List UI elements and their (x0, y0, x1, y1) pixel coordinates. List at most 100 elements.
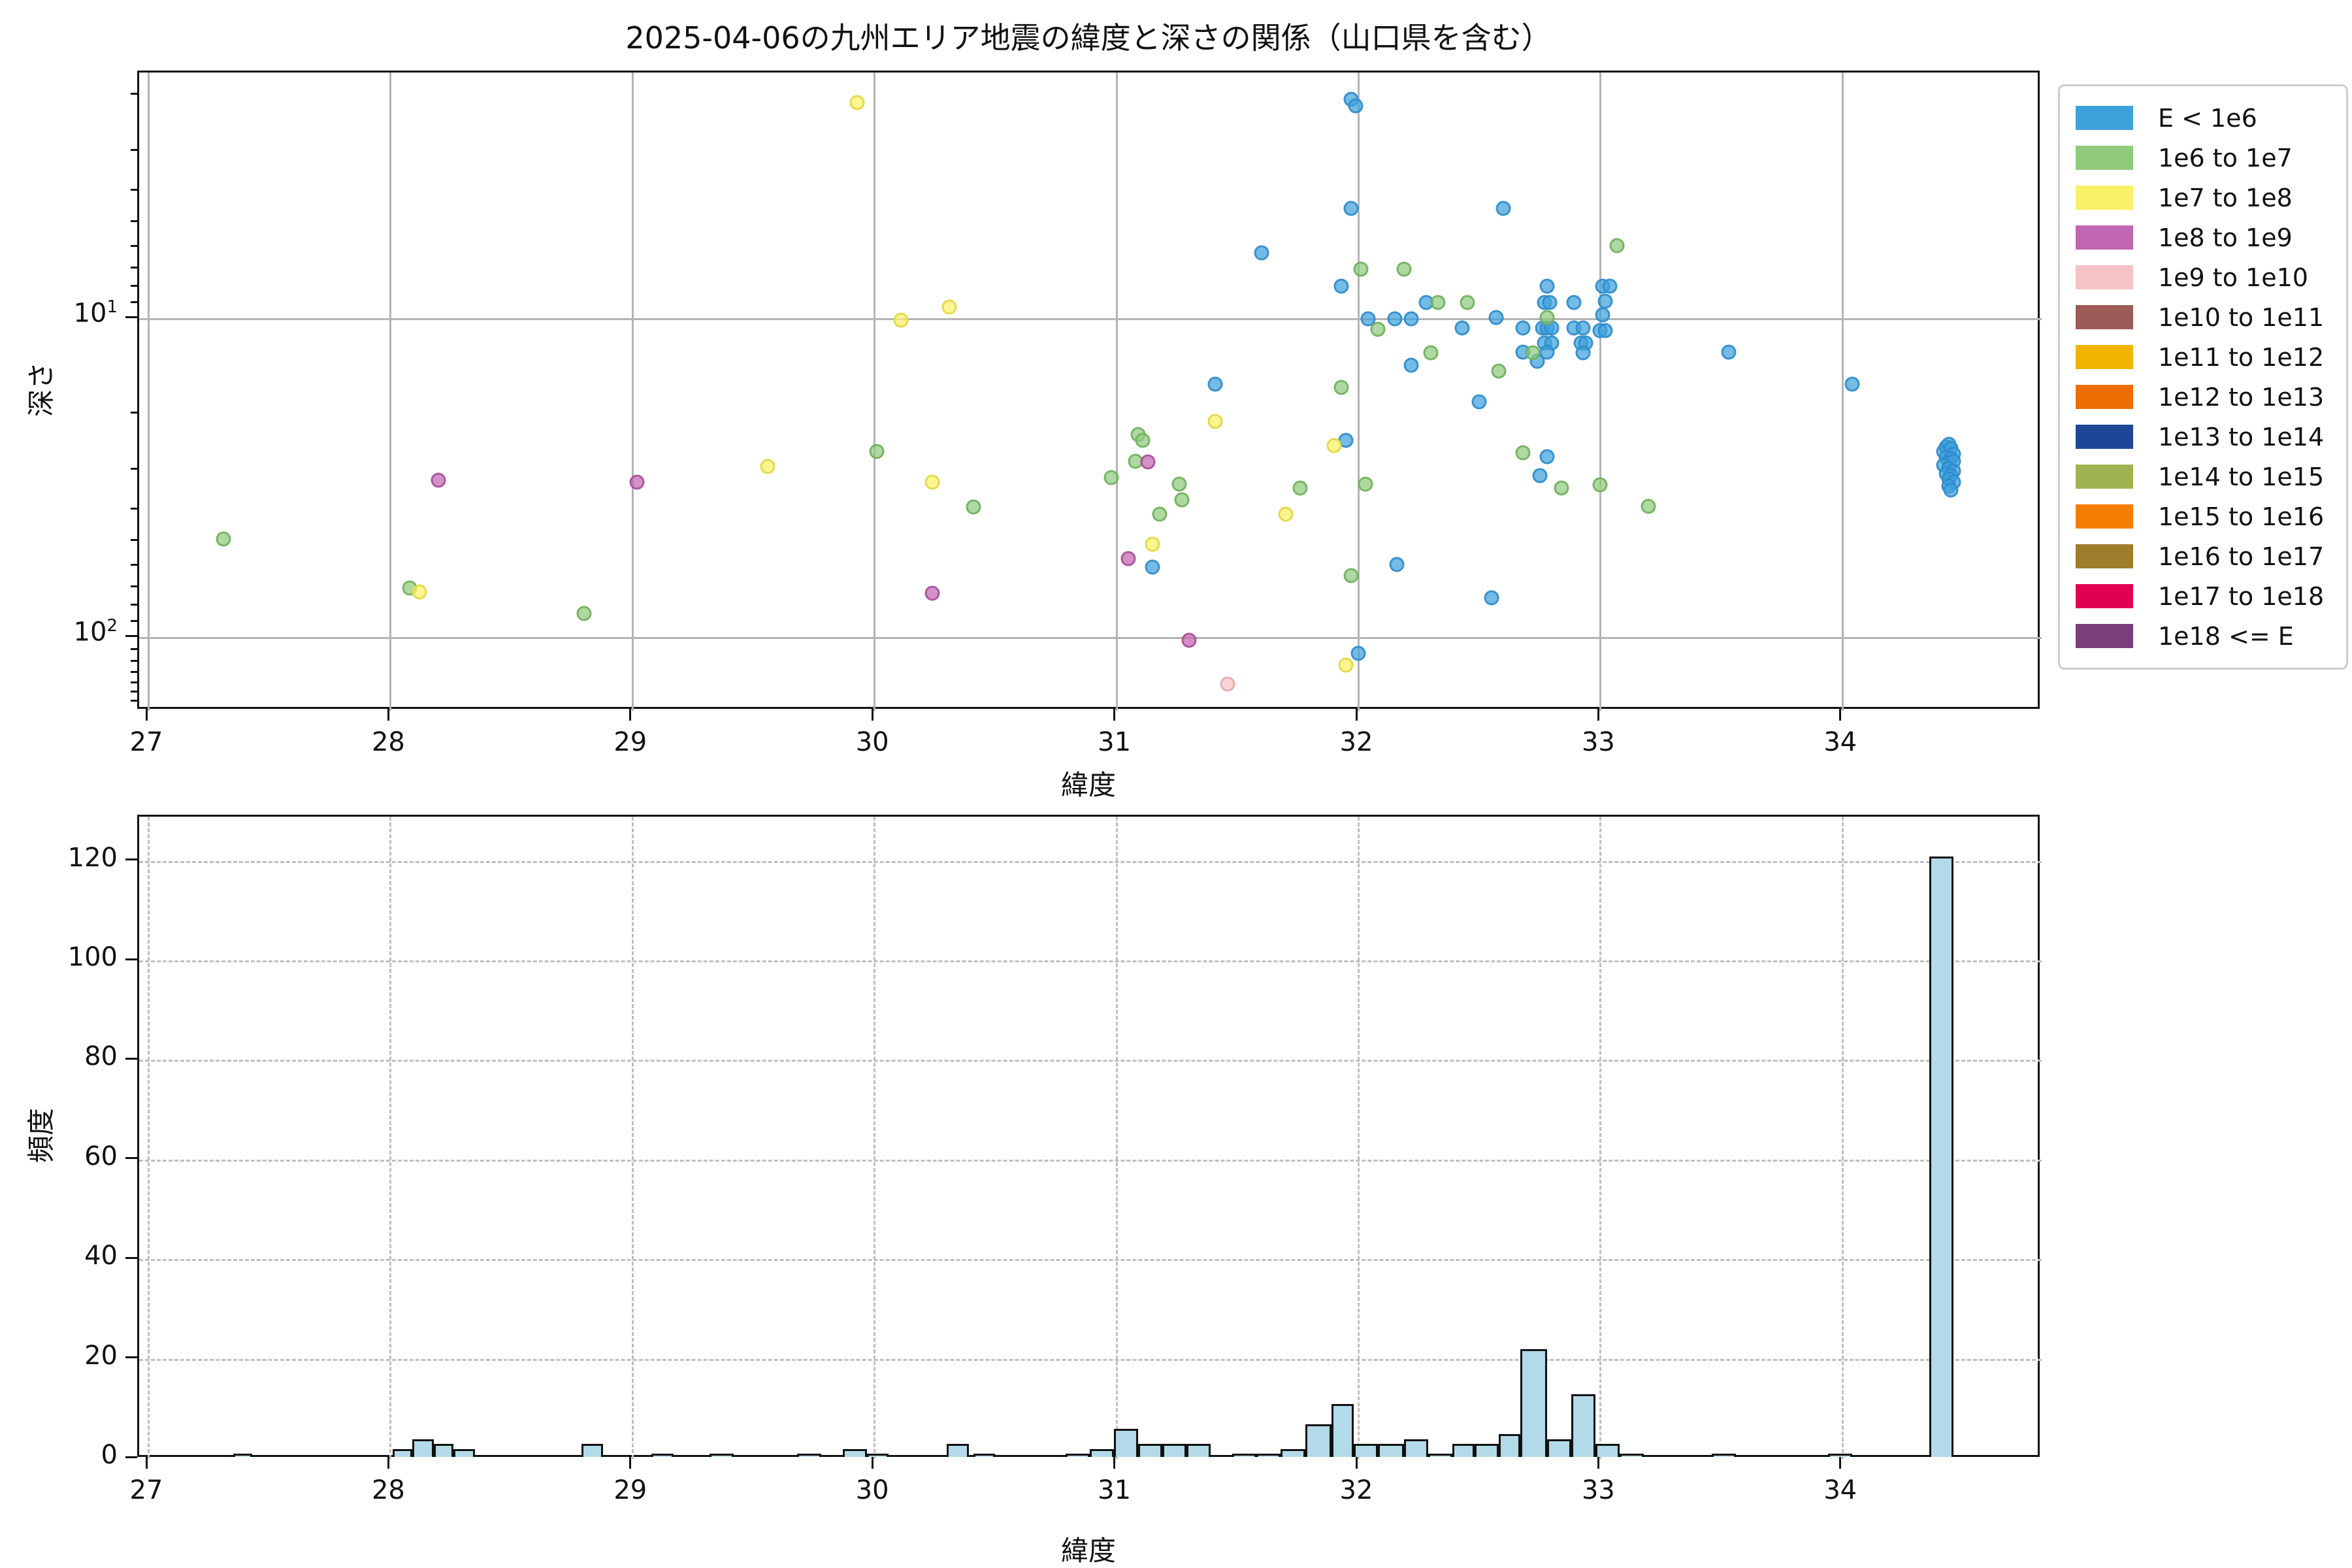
scatter-point (1174, 492, 1190, 508)
scatter-point (1491, 363, 1507, 379)
scatter-point (1343, 568, 1359, 583)
scatter-point (941, 299, 957, 315)
scatter-point (760, 459, 776, 474)
histogram-gridline-x (874, 817, 876, 1459)
scatter-point (1292, 480, 1308, 496)
scatter-gridline-y (139, 637, 2042, 639)
legend-swatch (2076, 225, 2133, 250)
histogram-bar (1404, 1439, 1429, 1457)
histogram-bar (1281, 1448, 1305, 1457)
scatter-point (1278, 506, 1294, 522)
scatter-ytick-minor (131, 671, 137, 674)
legend-item: 1e9 to 1e10 (2076, 257, 2330, 297)
scatter-point (1220, 676, 1235, 692)
scatter-xtick-label: 31 (1098, 727, 1132, 757)
histogram-bar (867, 1454, 889, 1457)
scatter-xtick-label: 34 (1823, 727, 1857, 757)
legend-swatch (2076, 544, 2133, 568)
histogram-ytick (125, 1456, 137, 1458)
scatter-ytick-minor (131, 660, 137, 662)
scatter-xtick-label: 28 (371, 727, 405, 757)
scatter-point (1515, 320, 1531, 336)
scatter-point (1254, 245, 1269, 261)
legend-swatch (2076, 385, 2133, 409)
scatter-point (412, 584, 427, 600)
histogram-bar (1137, 1444, 1162, 1457)
legend-swatch (2076, 265, 2133, 289)
histogram-bar (412, 1439, 434, 1457)
histogram-yaxis-label: 頻度 (25, 1107, 57, 1164)
histogram-bar (434, 1444, 453, 1457)
histogram-bar (1571, 1394, 1595, 1457)
histogram-bar (1929, 856, 1954, 1457)
scatter-point (1333, 380, 1349, 395)
legend-label: 1e8 to 1e9 (2158, 223, 2293, 252)
legend-item: 1e11 to 1e12 (2076, 337, 2330, 377)
scatter-point (1140, 454, 1156, 470)
histogram-bar (1186, 1444, 1211, 1457)
legend-item: 1e18 <= E (2076, 616, 2330, 656)
scatter-xtick (145, 709, 148, 721)
histogram-bar (1256, 1454, 1281, 1457)
scatter-point (1844, 376, 1860, 392)
scatter-ytick-minor (131, 691, 137, 693)
scatter-ytick-minor (131, 468, 137, 470)
histogram-xaxis-label: 緯度 (1060, 1535, 1117, 1567)
scatter-point (1181, 632, 1197, 648)
histogram-bar (1428, 1454, 1453, 1457)
scatter-point (966, 499, 981, 515)
legend-label: 1e15 to 1e16 (2158, 502, 2325, 531)
scatter-point (1721, 344, 1737, 360)
legend-item: 1e6 to 1e7 (2076, 138, 2330, 178)
histogram-ytick-label: 20 (84, 1340, 118, 1371)
histogram-ytick-label: 60 (84, 1141, 118, 1171)
legend-item: 1e7 to 1e8 (2076, 178, 2330, 218)
scatter-ytick-minor (131, 412, 137, 414)
scatter-point (1403, 357, 1419, 373)
scatter-point (1338, 657, 1354, 673)
scatter-point (1171, 476, 1187, 492)
histogram-bar (947, 1444, 969, 1457)
scatter-point (1566, 295, 1582, 310)
histogram-bar (1331, 1404, 1354, 1457)
scatter-point (1575, 345, 1591, 361)
scatter-point (1539, 344, 1555, 360)
scatter-ytick-minor (131, 93, 137, 95)
scatter-gridline-x (874, 73, 876, 711)
scatter-point (1389, 557, 1405, 572)
scatter-point (216, 531, 231, 547)
histogram-bar (1474, 1444, 1499, 1457)
legend-item: 1e14 to 1e15 (2076, 457, 2330, 497)
scatter-point (1387, 311, 1403, 327)
scatter-xtick (1113, 709, 1116, 721)
histogram-xtick (387, 1457, 389, 1469)
scatter-point (629, 474, 645, 490)
scatter-point (1539, 449, 1555, 464)
legend-label: 1e12 to 1e13 (2158, 382, 2325, 412)
histogram-xtick-label: 32 (1339, 1475, 1373, 1505)
scatter-ytick-minor (131, 301, 137, 304)
scatter-point (1403, 311, 1419, 327)
scatter-ytick-minor (131, 620, 137, 623)
histogram-gridline-x (1841, 817, 1844, 1459)
histogram-ytick-label: 80 (84, 1041, 118, 1072)
scatter-gridline-x (1841, 73, 1844, 711)
scatter-point (1103, 470, 1119, 485)
scatter-xtick-label: 29 (613, 727, 647, 757)
scatter-ytick-minor (131, 220, 137, 222)
scatter-ytick-minor (131, 538, 137, 541)
histogram-xtick-label: 27 (129, 1475, 163, 1505)
scatter-point (1145, 559, 1160, 575)
scatter-point (1597, 323, 1613, 338)
histogram-ytick (125, 1356, 137, 1359)
scatter-point (1343, 201, 1359, 216)
scatter-point (924, 585, 940, 601)
scatter-ytick-minor (131, 508, 137, 510)
scatter-ytick-label: 102 (73, 616, 118, 647)
legend-item: 1e16 to 1e17 (2076, 536, 2330, 576)
legend-label: 1e11 to 1e12 (2158, 342, 2325, 372)
scatter-point (1943, 482, 1959, 498)
histogram-xtick-label: 29 (613, 1475, 647, 1505)
figure-title: 2025-04-06の九州エリア地震の緯度と深さの関係（山口県を含む） (625, 20, 1552, 56)
histogram-bar (1595, 1444, 1620, 1457)
